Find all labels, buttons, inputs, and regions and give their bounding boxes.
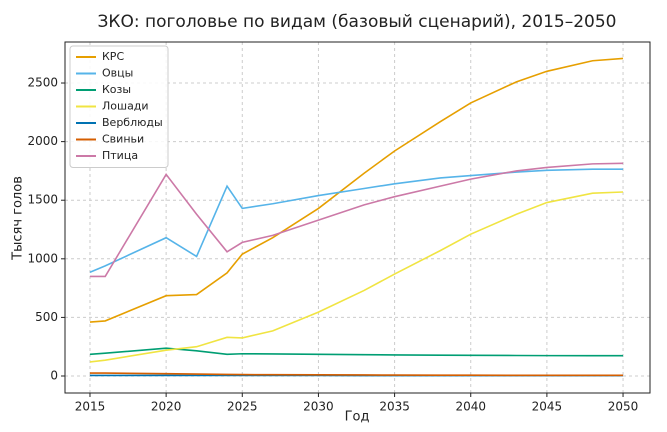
x-tick-label: 2045 <box>532 400 563 414</box>
y-tick-label: 0 <box>50 369 58 383</box>
y-tick-label: 1000 <box>27 251 58 265</box>
series-line <box>90 163 623 276</box>
chart-title: ЗКО: поголовье по видам (базовый сценари… <box>97 12 616 32</box>
y-axis-label: Тысяч голов <box>11 176 26 261</box>
legend-label: Лошади <box>102 100 149 113</box>
y-tick-label: 1500 <box>27 193 58 207</box>
x-tick-label: 2025 <box>227 400 258 414</box>
x-tick-label: 2030 <box>303 400 334 414</box>
y-tick-label: 500 <box>35 310 58 324</box>
x-tick-label: 2020 <box>151 400 182 414</box>
legend-label: Птица <box>102 149 138 162</box>
x-tick-label: 2015 <box>75 400 106 414</box>
legend-label: Свиньи <box>102 133 144 146</box>
x-tick-label: 2040 <box>455 400 486 414</box>
x-tick-label: 2050 <box>608 400 639 414</box>
legend-label: Верблюды <box>102 116 163 129</box>
x-tick-label: 2035 <box>379 400 410 414</box>
legend-label: КРС <box>102 50 124 63</box>
legend-label: Козы <box>102 83 131 96</box>
series-line <box>90 169 623 272</box>
legend-label: Овцы <box>102 67 133 80</box>
y-tick-label: 2000 <box>27 134 58 148</box>
series-line <box>90 192 623 362</box>
x-axis-label: Год <box>345 410 370 425</box>
y-tick-label: 2500 <box>27 76 58 90</box>
